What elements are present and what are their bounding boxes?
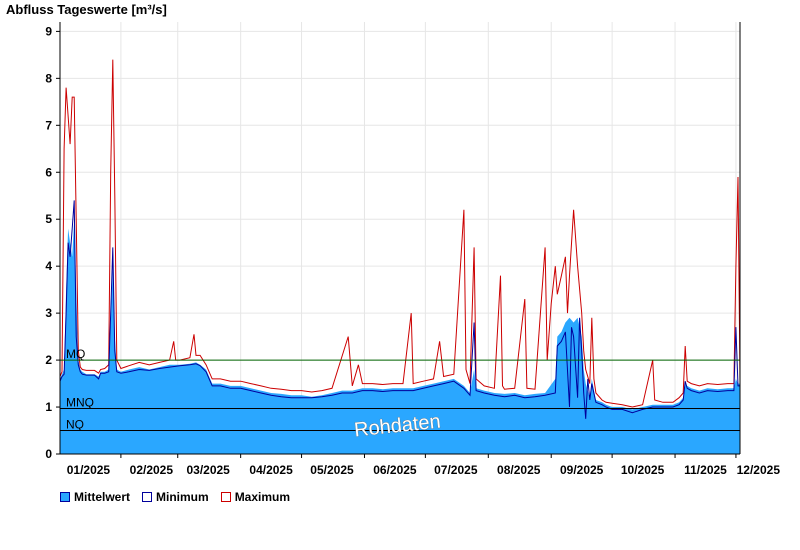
y-tick-label: 7 bbox=[45, 118, 52, 132]
reference-label-mq: MQ bbox=[66, 347, 85, 361]
x-tick-label: 11/2025 bbox=[684, 463, 727, 477]
y-tick-label: 2 bbox=[45, 353, 52, 367]
x-tick-label: 01/2025 bbox=[67, 463, 111, 477]
legend-item-mittelwert: Mittelwert bbox=[60, 490, 130, 504]
y-tick-label: 3 bbox=[45, 306, 52, 320]
chart-title: Abfluss Tageswerte [m³/s] bbox=[6, 2, 167, 17]
x-tick-label: 04/2025 bbox=[249, 463, 293, 477]
legend-swatch-minimum bbox=[142, 492, 153, 502]
reference-label-nq: NQ bbox=[66, 418, 84, 432]
series-maximum-line bbox=[59, 59, 741, 408]
vertical-grid bbox=[120, 22, 737, 454]
axes bbox=[59, 22, 741, 455]
y-tick-label: 9 bbox=[45, 24, 52, 38]
horizontal-grid bbox=[60, 30, 740, 408]
y-tick-label: 4 bbox=[45, 259, 52, 273]
x-tick-label: 09/2025 bbox=[560, 463, 604, 477]
y-axis-ticks: 0 1 2 3 4 5 6 7 8 9 bbox=[45, 24, 60, 461]
legend-swatch-maximum bbox=[220, 492, 231, 502]
x-tick-label: 02/2025 bbox=[130, 463, 174, 477]
legend-label-minimum: Minimum bbox=[156, 490, 209, 504]
x-tick-label: 05/2025 bbox=[310, 463, 354, 477]
reference-lines: MQ MNQ NQ bbox=[60, 347, 740, 432]
y-tick-label: 5 bbox=[45, 212, 52, 226]
legend-label-mittelwert: Mittelwert bbox=[74, 490, 131, 504]
x-tick-label: 12/2025 bbox=[737, 463, 781, 477]
reference-label-mnq: MNQ bbox=[66, 395, 94, 409]
x-tick-label: 07/2025 bbox=[434, 463, 478, 477]
legend-label-maximum: Maximum bbox=[234, 490, 291, 504]
legend-item-minimum: Minimum bbox=[142, 490, 209, 504]
x-axis-ticks: 01/2025 02/2025 03/2025 04/2025 05/2025 06/20… bbox=[67, 454, 781, 477]
legend: Mittelwert Minimum Maximum bbox=[60, 490, 290, 504]
x-tick-label: 06/2025 bbox=[373, 463, 417, 477]
x-tick-label: 10/2025 bbox=[621, 463, 665, 477]
y-tick-label: 8 bbox=[45, 71, 52, 85]
y-tick-label: 6 bbox=[45, 165, 52, 179]
legend-swatch-mittelwert bbox=[60, 492, 70, 502]
x-tick-label: 03/2025 bbox=[186, 463, 230, 477]
x-tick-label: 08/2025 bbox=[497, 463, 541, 477]
y-tick-label: 0 bbox=[45, 447, 52, 461]
y-tick-label: 1 bbox=[45, 400, 52, 414]
legend-item-maximum: Maximum bbox=[220, 490, 291, 504]
series-minimum-line bbox=[59, 200, 740, 419]
